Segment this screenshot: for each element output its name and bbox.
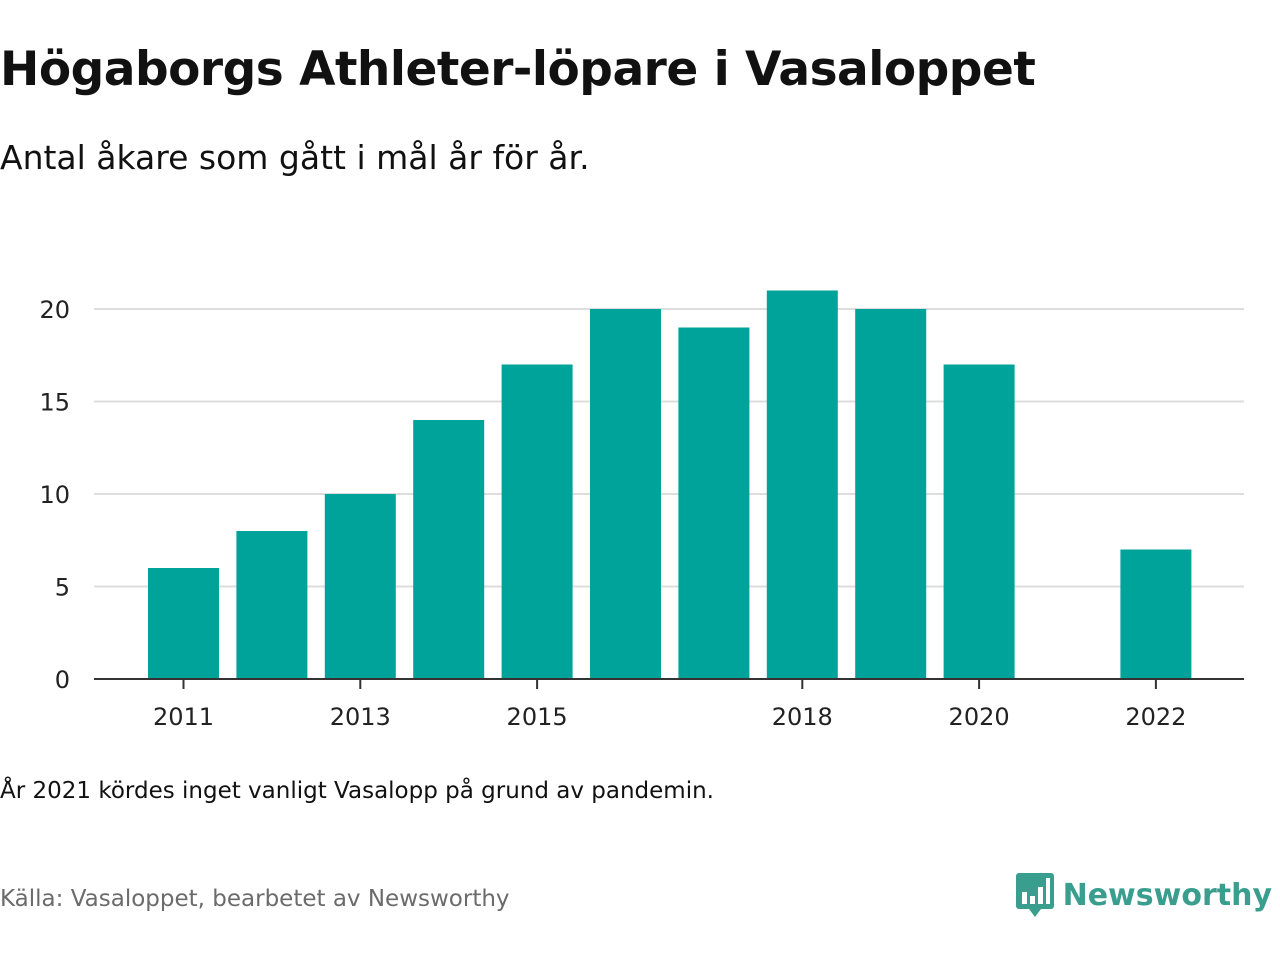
bar-2020: [943, 364, 1015, 679]
x-tick-label: 2013: [330, 703, 391, 731]
bar-2013: [324, 494, 396, 679]
chart-note: År 2021 kördes inget vanligt Vasalopp på…: [0, 778, 714, 804]
newsworthy-brand[interactable]: Newsworthy: [1015, 872, 1272, 918]
brand-name: Newsworthy: [1062, 877, 1272, 913]
source-text: Källa: Vasaloppet, bearbetet av Newswort…: [0, 886, 510, 912]
y-tick-label: 20: [39, 296, 70, 324]
x-tick-label: 2011: [153, 703, 214, 731]
x-tick-label: 2015: [507, 703, 568, 731]
chart-subtitle: Antal åkare som gått i mål år för år.: [0, 138, 590, 177]
bar-2018: [766, 290, 838, 679]
newsworthy-logo-icon: [1015, 873, 1054, 917]
bar-chart: 0 5 10 15 20 2011 2013 2015 2018 2020 2022: [39, 290, 1244, 731]
bar-2015: [501, 364, 573, 679]
bar-2017: [678, 327, 750, 679]
bar-2019: [855, 309, 927, 679]
bar-2022: [1120, 549, 1192, 679]
x-tick-label: 2018: [772, 703, 833, 731]
bar-2016: [590, 309, 661, 679]
bar-2012: [236, 531, 308, 679]
x-tick-label: 2020: [949, 703, 1010, 731]
y-tick-label: 5: [55, 574, 70, 602]
y-tick-label: 10: [39, 481, 70, 509]
x-tick-label: 2022: [1125, 703, 1186, 731]
y-tick-label: 15: [39, 389, 70, 417]
bar-2014: [413, 420, 485, 679]
chart-title: Högaborgs Athleter-löpare i Vasaloppet: [0, 42, 1036, 97]
bar-2011: [148, 568, 219, 679]
y-tick-label: 0: [55, 666, 70, 694]
